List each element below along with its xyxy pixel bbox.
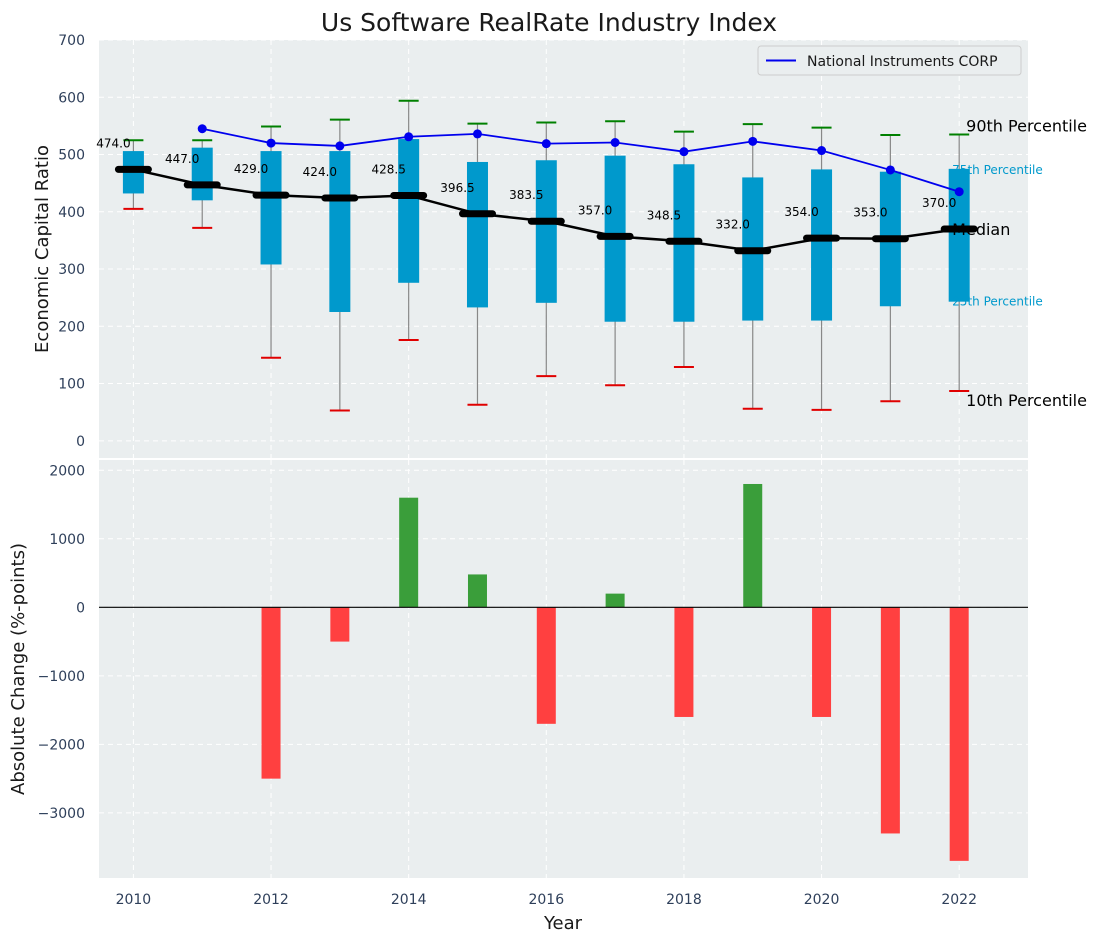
company-point (954, 187, 964, 197)
top-y-axis-label: Economic Capital Ratio (32, 145, 53, 353)
box-plot-panel: 0 100 200 300 400 500 600 700 474.0 447.0 429.0 424… (58, 33, 1087, 458)
change-bar (880, 607, 900, 834)
median-value-label: 383.5 (509, 188, 543, 202)
company-line (202, 127, 960, 193)
legend: National Instruments CORP (757, 45, 1022, 76)
x-tick-label: 2010 (116, 892, 152, 908)
median-value-label: 424.0 (303, 165, 337, 179)
bottom-y-tick-label: −1000 (38, 669, 85, 685)
median-value-label: 429.0 (234, 162, 268, 176)
company-point (404, 132, 414, 142)
top-y-tick-label: 300 (58, 262, 85, 278)
median-value-label: 353.0 (853, 206, 887, 220)
iqr-box (535, 160, 557, 303)
median-value-label: 474.0 (96, 136, 130, 150)
median-value-label: 348.5 (647, 208, 681, 222)
iqr-box (948, 168, 970, 302)
top-y-tick-label: 200 (58, 319, 85, 335)
iqr-box (811, 169, 833, 321)
x-axis-label: Year (543, 913, 583, 934)
median-value-label: 370.0 (922, 196, 956, 210)
iqr-box (260, 151, 282, 265)
change-bar (467, 574, 487, 608)
p25-annotation: 25th Percentile (952, 295, 1043, 309)
company-point (197, 124, 207, 134)
change-bar (743, 483, 763, 608)
bottom-y-tick-label: 2000 (49, 463, 85, 479)
change-bar (330, 607, 350, 642)
change-bar (536, 607, 556, 724)
top-y-tick-label: 100 (58, 377, 85, 393)
bottom-y-axis-label: Absolute Change (%-points) (8, 543, 29, 795)
top-plot-area (99, 40, 1028, 458)
change-bar (674, 607, 694, 717)
company-point (472, 129, 482, 139)
top-y-tick-label: 700 (58, 33, 85, 49)
p90-annotation: 90th Percentile (966, 116, 1087, 135)
median-value-label: 357.0 (578, 203, 612, 217)
bottom-plot-area (99, 460, 1028, 878)
legend-label: National Instruments CORP (807, 54, 998, 70)
top-y-tick-label: 600 (58, 90, 85, 106)
company-point (266, 138, 276, 148)
median-value-label: 396.5 (440, 181, 474, 195)
p75-annotation: 75th Percentile (952, 163, 1043, 177)
x-tick-label: 2020 (804, 892, 840, 908)
company-point (885, 165, 895, 175)
iqr-box (466, 161, 488, 308)
median-value-label: 428.5 (371, 162, 405, 176)
change-bar (261, 607, 281, 779)
top-y-tick-label: 0 (76, 434, 85, 450)
x-tick-label: 2018 (666, 892, 702, 908)
top-y-tick-label: 500 (58, 148, 85, 164)
x-tick-label: 2012 (253, 892, 289, 908)
x-tick-label: 2014 (391, 892, 427, 908)
bottom-y-tick-label: −3000 (38, 806, 85, 822)
company-point (817, 146, 827, 156)
median-value-label: 332.0 (716, 218, 750, 232)
x-tick-label: 2016 (528, 892, 564, 908)
change-bar-panel: −3000 −2000 −1000 0 1000 2000 2010 2012 2014 2016… (38, 460, 1028, 908)
change-bar (399, 497, 419, 608)
company-point (335, 141, 345, 151)
iqr-box (329, 151, 351, 312)
bottom-y-tick-label: −2000 (38, 737, 85, 753)
change-bar (605, 593, 625, 608)
bottom-y-tick-label: 1000 (49, 532, 85, 548)
bottom-y-tick-label: 0 (76, 600, 85, 616)
change-bar (949, 607, 969, 861)
company-point (679, 147, 689, 157)
top-y-tick-label: 400 (58, 205, 85, 221)
median-annotation: Median (952, 220, 1010, 239)
p10-annotation: 10th Percentile (966, 391, 1087, 410)
median-value-label: 354.0 (784, 205, 818, 219)
company-point (610, 137, 620, 147)
company-point (748, 136, 758, 146)
median-value-label: 447.0 (165, 152, 199, 166)
change-bar (812, 607, 832, 717)
x-tick-label: 2022 (941, 892, 977, 908)
iqr-box (398, 139, 420, 283)
company-point (541, 139, 551, 149)
chart-title: Us Software RealRate Industry Index (321, 8, 777, 37)
legend-frame (757, 45, 1022, 76)
